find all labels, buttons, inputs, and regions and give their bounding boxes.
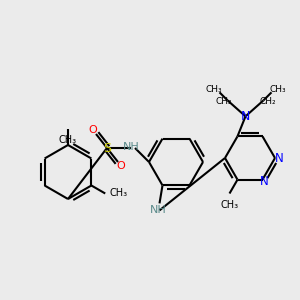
Text: CH₂: CH₂ (259, 97, 276, 106)
Text: N: N (274, 152, 284, 164)
Text: O: O (117, 161, 125, 171)
Text: N: N (260, 175, 269, 188)
Text: CH₃: CH₃ (220, 200, 238, 209)
Text: N: N (241, 110, 250, 123)
Text: CH₃: CH₃ (59, 135, 77, 145)
Text: O: O (88, 125, 98, 135)
Text: CH₃: CH₃ (109, 188, 128, 199)
Text: CH₂: CH₂ (215, 97, 232, 106)
Text: NH: NH (123, 142, 140, 152)
Text: CH₃: CH₃ (269, 85, 286, 94)
Text: S: S (103, 142, 111, 154)
Text: NH: NH (150, 206, 167, 215)
Text: CH₃: CH₃ (205, 85, 222, 94)
